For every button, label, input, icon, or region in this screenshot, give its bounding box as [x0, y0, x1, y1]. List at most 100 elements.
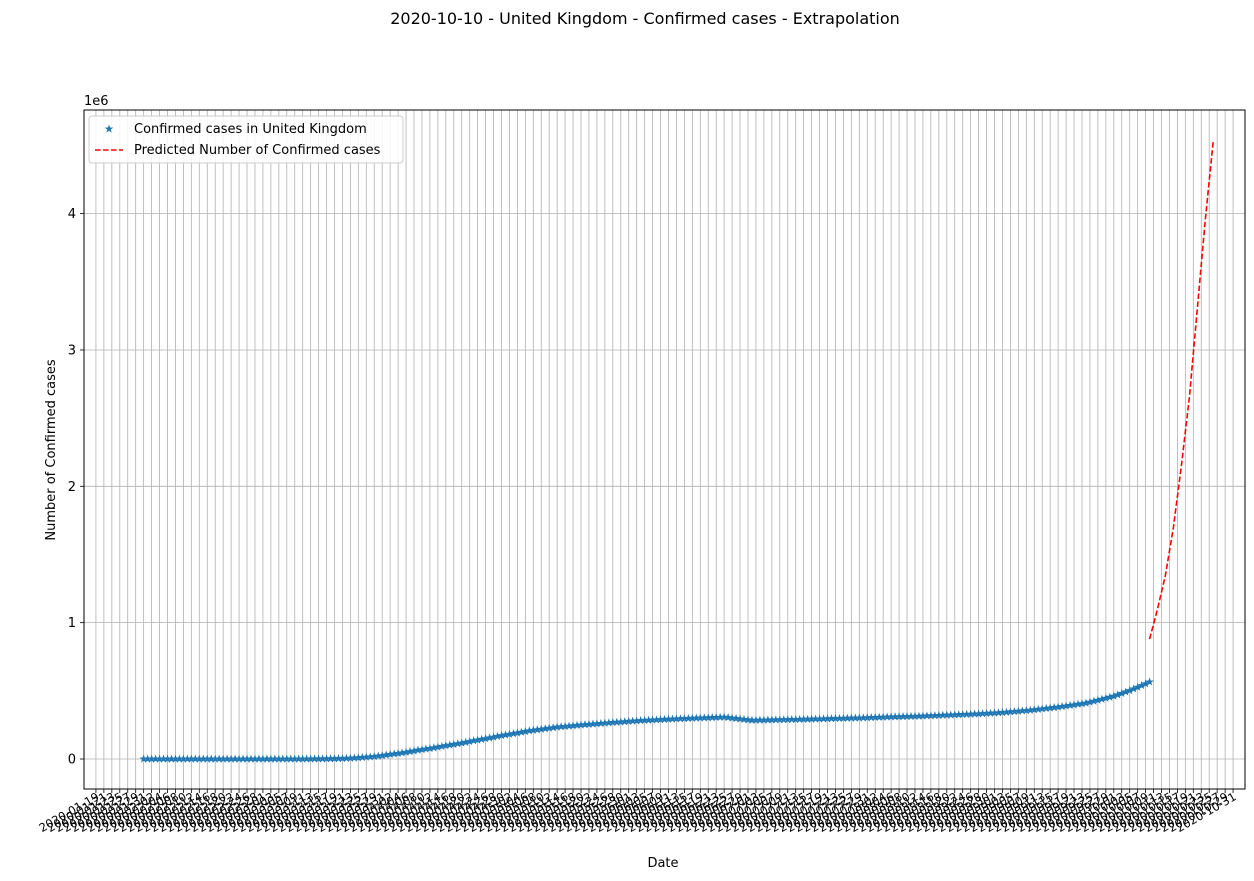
observed-point [1026, 705, 1035, 714]
observed-point [882, 712, 892, 721]
observed-point [831, 714, 840, 723]
observed-point [958, 709, 967, 719]
observed-point [775, 715, 785, 724]
observed-point [1085, 697, 1095, 706]
observed-point [413, 745, 423, 754]
observed-point [167, 754, 176, 763]
observed-point [966, 709, 975, 718]
x-axis-ticks: 2020-01-192020-01-212020-01-232020-01-25… [37, 789, 1239, 835]
observed-point [751, 715, 761, 724]
observed-point [584, 719, 594, 728]
observed-point [890, 712, 900, 721]
observed-point [851, 713, 860, 722]
observed-point [513, 728, 522, 737]
observed-point [779, 715, 789, 724]
observed-point [616, 717, 626, 726]
observed-point [950, 710, 960, 719]
observed-point [604, 718, 614, 727]
observed-point [195, 754, 204, 763]
y-tick-label: 3 [68, 343, 76, 358]
observed-point [974, 709, 983, 718]
observed-point [767, 715, 777, 724]
observed-point [477, 734, 486, 744]
plot-frame [83, 109, 1246, 790]
observed-point [202, 754, 212, 763]
observed-point [385, 749, 395, 759]
observed-point [783, 715, 793, 724]
observed-point [401, 747, 411, 756]
observed-point [453, 739, 463, 748]
observed-point [532, 725, 542, 734]
observed-point [986, 708, 995, 717]
observed-point [1061, 701, 1071, 710]
observed-point [258, 754, 268, 763]
observed-point [938, 710, 948, 719]
observed-point [747, 715, 757, 724]
observed-point [393, 748, 403, 758]
observed-point [509, 729, 518, 738]
observed-point [214, 754, 224, 763]
observed-point [1081, 698, 1091, 707]
y-tick-label: 0 [68, 753, 76, 768]
observed-point [934, 710, 944, 720]
observed-point [839, 713, 848, 722]
observed-point [703, 713, 713, 722]
observed-point [692, 713, 701, 722]
observed-point [171, 754, 180, 763]
observed-point [191, 754, 200, 763]
observed-point [226, 754, 236, 763]
observed-point [608, 717, 618, 727]
observed-point [525, 726, 534, 735]
observed-point [652, 715, 661, 724]
plot-background [84, 110, 1245, 789]
observed-point [815, 714, 824, 723]
observed-point [151, 754, 160, 763]
observed-point [588, 719, 598, 728]
observed-point [847, 713, 856, 722]
observed-point [417, 745, 427, 754]
observed-point [668, 714, 677, 723]
observed-point [278, 754, 288, 763]
observed-point [429, 743, 439, 752]
observed-point [294, 754, 303, 763]
observed-point [1053, 702, 1063, 711]
observed-point [568, 721, 578, 730]
observed-point [254, 754, 264, 763]
observed-point [676, 714, 685, 723]
observed-point [1077, 699, 1087, 708]
observed-point [365, 752, 375, 761]
observed-point [719, 712, 729, 721]
observed-point [644, 715, 653, 724]
chart-title: 2020-10-10 - United Kingdom - Confirmed … [390, 9, 900, 28]
observed-point [1045, 703, 1055, 712]
observed-point [707, 713, 717, 722]
observed-point [290, 754, 300, 763]
observed-point [143, 754, 152, 763]
observed-point [358, 752, 367, 762]
observed-point [560, 721, 570, 731]
observed-point [1014, 706, 1023, 715]
legend: Confirmed cases in United Kingdom Predic… [88, 115, 404, 164]
observed-point [918, 711, 928, 720]
observed-point [735, 714, 745, 723]
observed-point [1101, 693, 1111, 702]
observed-point [946, 710, 956, 719]
observed-point [262, 754, 272, 763]
observed-point [855, 713, 864, 722]
observed-point [222, 754, 232, 763]
observed-point [270, 754, 280, 763]
observed-point [529, 725, 538, 734]
observed-point [787, 715, 797, 724]
observed-point [517, 727, 526, 736]
observed-point [1125, 686, 1134, 695]
observed-point [624, 716, 633, 726]
observed-point [489, 732, 498, 741]
observed-point [481, 734, 490, 743]
observed-point [544, 723, 554, 732]
observed-point [521, 727, 530, 736]
observed-point [318, 754, 327, 763]
observed-point [473, 735, 482, 744]
observed-point [1069, 700, 1079, 709]
observed-point [242, 754, 252, 763]
